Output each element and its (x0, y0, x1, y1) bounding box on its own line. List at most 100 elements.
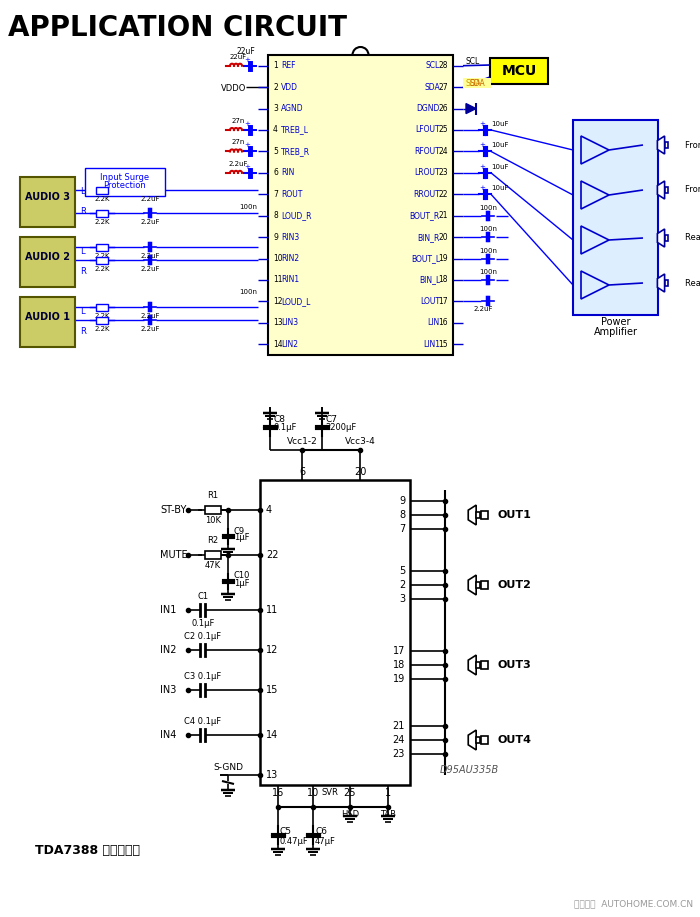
Text: 10: 10 (307, 788, 319, 798)
Text: 11: 11 (266, 605, 279, 615)
Polygon shape (657, 274, 664, 292)
Text: IN2: IN2 (160, 645, 176, 655)
Text: +: + (244, 121, 250, 127)
Text: 26: 26 (438, 104, 448, 113)
Text: C10: C10 (234, 571, 251, 580)
Text: +: + (244, 57, 250, 62)
Text: 19: 19 (438, 254, 448, 263)
Text: 汽车之家  AUTOHOME.COM.CN: 汽车之家 AUTOHOME.COM.CN (574, 899, 693, 908)
Text: C3 0.1μF: C3 0.1μF (184, 672, 222, 681)
Text: 0.47μF: 0.47μF (280, 837, 309, 846)
Text: Protection: Protection (104, 182, 146, 191)
Text: RROUT: RROUT (413, 190, 440, 199)
Text: 21: 21 (393, 721, 405, 731)
Text: 10uF: 10uF (491, 185, 508, 192)
Text: 17: 17 (393, 646, 405, 656)
Text: 7: 7 (399, 524, 405, 534)
Text: IN3: IN3 (160, 685, 176, 695)
Text: LFOUT: LFOUT (415, 126, 440, 135)
Text: +: + (479, 164, 485, 170)
Text: 1μF: 1μF (234, 534, 249, 543)
Text: C5: C5 (280, 827, 292, 836)
Text: Input Surge: Input Surge (100, 172, 150, 182)
Text: 2.2K: 2.2K (94, 253, 110, 259)
Text: Front Left: Front Left (685, 140, 700, 149)
Text: 10uF: 10uF (491, 142, 508, 149)
Text: 24: 24 (438, 147, 448, 156)
Text: RIN: RIN (281, 169, 295, 177)
Text: 24: 24 (393, 735, 405, 745)
Text: AUDIO 3: AUDIO 3 (25, 192, 70, 202)
Bar (96, 187, 108, 194)
Text: 23: 23 (393, 749, 405, 759)
Text: S-GND: S-GND (213, 763, 243, 772)
Text: 1: 1 (273, 61, 278, 71)
Text: MUTE: MUTE (160, 550, 188, 560)
Text: R: R (80, 268, 86, 277)
Text: 2.2K: 2.2K (94, 326, 110, 332)
Text: C8: C8 (273, 415, 285, 425)
Text: REF: REF (281, 61, 295, 71)
Text: L: L (80, 307, 85, 316)
Text: 12: 12 (266, 645, 279, 655)
Polygon shape (657, 181, 664, 199)
Text: RIN2: RIN2 (281, 254, 299, 263)
Text: +: + (479, 142, 485, 149)
Bar (96, 304, 108, 311)
Text: R: R (80, 327, 86, 337)
Bar (573, 120, 658, 315)
Text: 2.2K: 2.2K (94, 313, 110, 319)
Text: 2.2uF: 2.2uF (473, 306, 493, 313)
Text: C2 0.1μF: C2 0.1μF (184, 632, 222, 641)
Text: RFOUT: RFOUT (414, 147, 440, 156)
Text: LIN: LIN (428, 318, 440, 327)
Text: SVR: SVR (321, 788, 338, 797)
Text: 2: 2 (273, 83, 278, 92)
Text: 20: 20 (354, 467, 366, 477)
Text: BIN_L: BIN_L (419, 275, 440, 284)
Text: 2.2uF: 2.2uF (140, 313, 160, 319)
Text: VDD: VDD (281, 83, 298, 92)
Text: +: + (244, 142, 250, 149)
Text: 100n: 100n (239, 290, 257, 295)
Text: Vcc3-4: Vcc3-4 (344, 437, 375, 446)
Text: RIN1: RIN1 (281, 275, 299, 284)
Text: TDA7388 应用原理图: TDA7388 应用原理图 (35, 844, 140, 856)
Text: LOUT: LOUT (420, 297, 440, 306)
Text: 8: 8 (273, 211, 278, 220)
Text: TAB: TAB (380, 810, 396, 819)
Text: 100n: 100n (479, 226, 497, 232)
Text: 100n: 100n (479, 204, 497, 211)
Text: L: L (80, 248, 85, 257)
Text: L: L (80, 187, 85, 196)
Text: SDA: SDA (465, 79, 481, 88)
Text: 0.1μF: 0.1μF (191, 619, 215, 628)
Text: 10: 10 (273, 254, 283, 263)
Text: 100n: 100n (479, 248, 497, 254)
Text: OUT4: OUT4 (498, 735, 532, 745)
Bar (20, 177, 75, 227)
Text: 2200μF: 2200μF (325, 424, 356, 433)
Bar (664, 280, 668, 286)
Text: 47μF: 47μF (315, 837, 336, 846)
Text: 8: 8 (399, 510, 405, 520)
Polygon shape (466, 104, 476, 114)
Text: D95AU335B: D95AU335B (440, 765, 499, 775)
Text: 17: 17 (438, 297, 448, 306)
Text: 11: 11 (273, 275, 283, 284)
Text: C6: C6 (315, 827, 327, 836)
Text: LIN3: LIN3 (281, 318, 298, 327)
Text: SCL: SCL (465, 57, 480, 66)
Bar (664, 187, 668, 193)
Text: SDA: SDA (469, 79, 485, 88)
Bar (20, 297, 75, 347)
Text: 100n: 100n (239, 204, 257, 210)
Polygon shape (468, 655, 476, 675)
Text: OUT2: OUT2 (498, 580, 532, 590)
Text: 27n: 27n (231, 118, 245, 124)
Text: AUDIO 2: AUDIO 2 (25, 252, 70, 262)
Text: 15: 15 (266, 685, 279, 695)
Text: 1: 1 (385, 788, 391, 798)
Text: 3: 3 (399, 594, 405, 604)
Text: APPLICATION CIRCUIT: APPLICATION CIRCUIT (8, 14, 347, 42)
